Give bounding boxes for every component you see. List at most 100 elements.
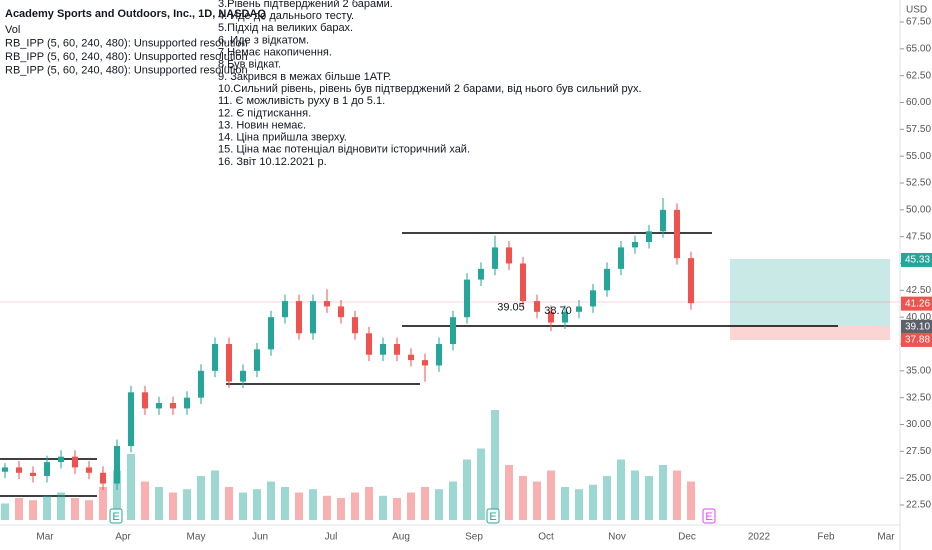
price-tag-label: 39.10 bbox=[905, 321, 930, 332]
volume-bar bbox=[225, 487, 233, 520]
volume-bar bbox=[57, 492, 65, 520]
y-tick-label: 27.50 bbox=[906, 446, 931, 457]
volume-bar bbox=[575, 489, 583, 520]
volume-bar bbox=[463, 459, 471, 520]
candle-body bbox=[170, 403, 176, 409]
volume-bar bbox=[561, 487, 569, 520]
volume-bar bbox=[1, 503, 9, 520]
y-tick-label: 52.50 bbox=[906, 178, 931, 189]
candle-body bbox=[282, 301, 288, 318]
candle-body bbox=[366, 333, 372, 355]
y-tick-label: 35.00 bbox=[906, 365, 931, 376]
candle-body bbox=[576, 306, 582, 312]
y-tick-label: 32.50 bbox=[906, 392, 931, 403]
note: 5.Підхід на великих барах. bbox=[218, 22, 353, 34]
note: 4. Иде до дальнього тесту. bbox=[218, 10, 354, 22]
volume-bar bbox=[673, 470, 681, 520]
volume-bar bbox=[603, 476, 611, 520]
y-tick-label: 25.00 bbox=[906, 473, 931, 484]
candle-body bbox=[16, 467, 22, 473]
volume-bar bbox=[309, 489, 317, 520]
y-tick-label: 47.50 bbox=[906, 231, 931, 242]
volume-bar bbox=[645, 476, 653, 520]
profit-zone bbox=[730, 259, 890, 326]
candle-body bbox=[184, 397, 190, 409]
volume-bar bbox=[477, 448, 485, 520]
volume-bar bbox=[281, 487, 289, 520]
volume-bar bbox=[183, 489, 191, 520]
earnings-marker bbox=[702, 508, 716, 524]
y-tick-label: 60.00 bbox=[906, 97, 931, 108]
note: 10.Сильний рівень, рівень був підтвердже… bbox=[218, 83, 642, 95]
volume-bar bbox=[365, 487, 373, 520]
earnings-label: E bbox=[112, 511, 119, 523]
legend-item: RB_IPP (5, 60, 240, 480): Unsupported re… bbox=[5, 37, 248, 49]
candle-body bbox=[212, 344, 218, 371]
candle-body bbox=[436, 344, 442, 366]
y-tick-label: 62.50 bbox=[906, 70, 931, 81]
legend-item: RB_IPP (5, 60, 240, 480): Unsupported re… bbox=[5, 51, 248, 63]
y-tick-label: 57.50 bbox=[906, 124, 931, 135]
level-label: 38.70 bbox=[544, 305, 572, 317]
volume-bar bbox=[267, 481, 275, 520]
volume-bar bbox=[239, 492, 247, 520]
volume-bar bbox=[491, 410, 499, 520]
volume-bar bbox=[351, 492, 359, 520]
note: 3.Рівень підтверджений 2 барами. bbox=[218, 0, 393, 10]
y-tick-label: 22.50 bbox=[906, 500, 931, 511]
y-tick-label: 40.00 bbox=[906, 312, 931, 323]
candle-body bbox=[408, 354, 414, 361]
price-tag bbox=[901, 332, 932, 347]
x-tick-label: Dec bbox=[678, 532, 696, 543]
note: 8.Був відкат. bbox=[218, 59, 281, 71]
volume-bar bbox=[449, 481, 457, 520]
candle-body bbox=[2, 467, 8, 472]
volume-bar bbox=[687, 481, 695, 520]
volume-bar bbox=[659, 465, 667, 520]
candle-body bbox=[30, 472, 36, 477]
volume-bar bbox=[323, 495, 331, 520]
candle-body bbox=[72, 456, 78, 468]
candle-body bbox=[548, 311, 554, 323]
volume-bar bbox=[421, 487, 429, 520]
candle-body bbox=[520, 263, 526, 302]
volume-bar bbox=[15, 498, 23, 520]
volume-bar bbox=[127, 454, 135, 520]
volume-bar bbox=[407, 492, 415, 520]
candle-body bbox=[128, 392, 134, 446]
note: 11. Є можливість руху в 1 до 5.1. bbox=[218, 95, 385, 107]
y-tick-label: 55.00 bbox=[906, 151, 931, 162]
price-tag bbox=[901, 252, 932, 267]
earnings-label: E bbox=[705, 511, 712, 523]
legend-item: Vol bbox=[5, 24, 20, 36]
price-tag-label: 37.88 bbox=[905, 335, 930, 346]
price-tag-label: 45.33 bbox=[905, 255, 930, 266]
x-tick-label: Apr bbox=[115, 532, 131, 543]
candle-body bbox=[632, 242, 638, 248]
x-tick-label: Mar bbox=[877, 532, 895, 543]
x-tick-label: Feb bbox=[817, 532, 835, 543]
x-tick-label: Nov bbox=[608, 532, 626, 543]
y-tick-label: 42.50 bbox=[906, 285, 931, 296]
candle-body bbox=[478, 268, 484, 280]
candle-body bbox=[198, 370, 204, 398]
volume-bar bbox=[99, 487, 107, 520]
note: 13. Новин немає. bbox=[218, 119, 306, 131]
x-tick-label: Sep bbox=[465, 532, 483, 543]
note: 12. Є підтискання. bbox=[218, 107, 311, 119]
candle-body bbox=[352, 317, 358, 334]
volume-bar bbox=[589, 484, 597, 520]
volume-bar bbox=[519, 476, 527, 520]
x-tick-label: Jun bbox=[252, 532, 268, 543]
x-tick-label: Jul bbox=[325, 532, 338, 543]
note: 14. Ціна прийшла зверху. bbox=[218, 132, 347, 144]
candle-body bbox=[296, 301, 302, 334]
levels bbox=[0, 232, 838, 497]
note: 6. Иде з відкатом. bbox=[218, 34, 309, 46]
x-tick-label: 2022 bbox=[748, 532, 771, 543]
volume-bar bbox=[505, 465, 513, 520]
candle-body bbox=[156, 403, 162, 409]
volume-bar bbox=[71, 498, 79, 520]
volume-bar bbox=[547, 470, 555, 520]
volume-bar bbox=[295, 492, 303, 520]
